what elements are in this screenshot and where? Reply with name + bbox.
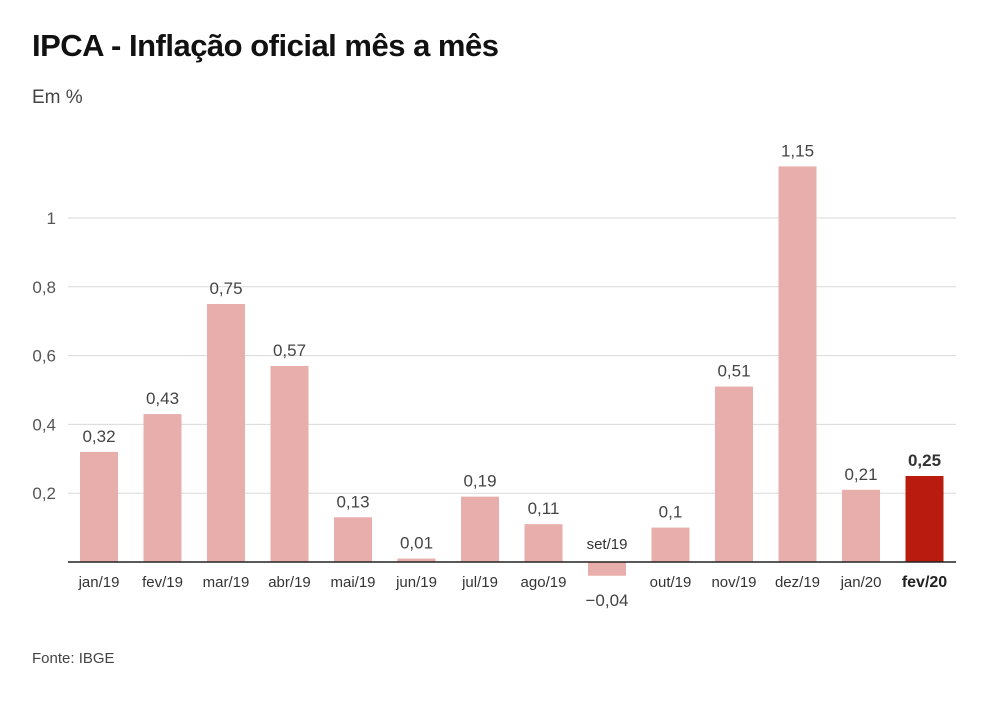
- bar-abr-19: [270, 365, 309, 562]
- category-label: dez/19: [775, 574, 820, 591]
- category-label: out/19: [650, 574, 692, 591]
- bar-fev-19: [143, 414, 182, 562]
- value-label: 0,32: [82, 427, 115, 446]
- bar-out-19: [651, 527, 690, 562]
- value-label: 0,43: [146, 389, 179, 408]
- category-label: set/19: [587, 536, 628, 553]
- bar-jun-19: [397, 558, 436, 562]
- value-label: 1,15: [781, 141, 814, 160]
- value-label: 0,01: [400, 534, 433, 553]
- bar-ago-19: [524, 524, 563, 562]
- value-label: 0,25: [908, 451, 941, 470]
- value-label: 0,57: [273, 341, 306, 360]
- category-label: mar/19: [203, 574, 250, 591]
- bar-mai-19: [334, 517, 372, 562]
- bar-jul-19: [461, 496, 499, 562]
- category-label: nov/19: [711, 574, 756, 591]
- value-labels: 0,32 0,43 0,75 0,57 0,13 0,01 0,19 0,11 −0,04 0,1…: [82, 141, 941, 609]
- chart-title: IPCA - Inflação oficial mês a mês: [32, 28, 499, 63]
- category-label: ago/19: [521, 574, 567, 591]
- category-label: abr/19: [268, 574, 311, 591]
- category-label: jan/19: [78, 574, 120, 591]
- value-label: 0,11: [528, 499, 560, 518]
- category-label: fev/19: [142, 574, 183, 591]
- bar-chart: 0,20,40,60,81 0,320,430,750,570,130,010,…: [32, 141, 956, 610]
- y-tick-label: 0,6: [32, 347, 56, 366]
- y-tick-label: 0,2: [32, 484, 56, 503]
- category-label: jun/19: [395, 574, 437, 591]
- y-tick-label: 0,8: [32, 278, 56, 297]
- bars: [80, 166, 944, 576]
- bar-mar-19: [207, 304, 245, 562]
- value-label: 0,1: [659, 503, 683, 522]
- bar-nov-19: [715, 386, 753, 562]
- bar-dez-19: [778, 166, 817, 562]
- bar-fev-20: [905, 476, 944, 562]
- y-tick-label: 0,4: [32, 415, 56, 434]
- value-label: 0,51: [717, 362, 750, 381]
- category-label: jan/20: [840, 574, 882, 591]
- category-label: jul/19: [461, 574, 498, 591]
- value-label: 0,21: [844, 465, 877, 484]
- value-label: 0,19: [463, 472, 496, 491]
- value-label: −0,04: [585, 591, 628, 610]
- value-label: 0,13: [336, 492, 369, 511]
- category-label: fev/20: [902, 574, 947, 591]
- value-label: 0,75: [209, 279, 242, 298]
- category-label: mai/19: [330, 574, 375, 591]
- category-labels: jan/19 fev/19 mar/19 abr/19 mai/19 jun/19 jul/…: [78, 536, 948, 591]
- bar-jan-20: [842, 489, 880, 562]
- unit-label: Em %: [32, 87, 83, 108]
- y-tick-label: 1: [47, 209, 56, 228]
- bar-jan-19: [80, 451, 118, 562]
- bar-set-19: [588, 562, 626, 576]
- source-note: Fonte: IBGE: [32, 650, 115, 667]
